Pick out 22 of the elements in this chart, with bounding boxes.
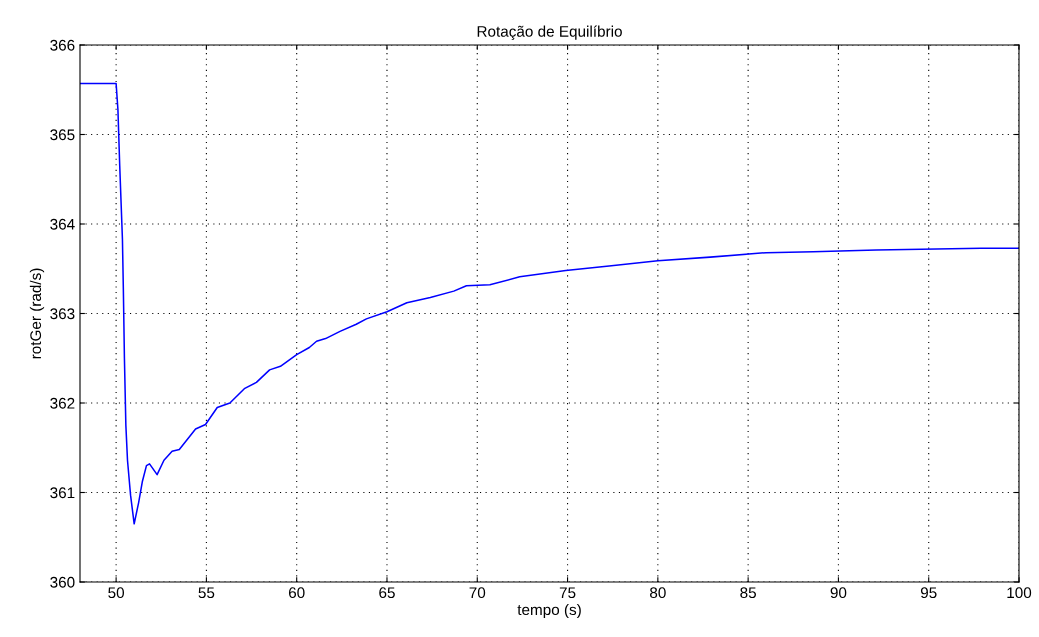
x-axis-title: tempo (s) [517,603,581,619]
x-tick-label: 70 [469,587,486,599]
x-tick-label: 100 [1007,587,1032,599]
x-tick-label: 85 [740,587,756,599]
y-axis-title: rotGer (rad/s) [29,268,45,359]
y-tick-label: 364 [50,218,75,230]
line-series [80,82,1019,525]
y-tick-label: 362 [50,397,75,409]
x-tick-label: 75 [559,587,576,599]
y-tick-label: 365 [50,129,75,141]
x-tick-label: 80 [650,587,666,599]
x-tick-label: 65 [379,587,395,599]
y-tick-label: 363 [50,308,75,320]
x-tick-label: 95 [920,587,937,599]
x-tick-label: 50 [108,587,125,599]
x-tick-label: 90 [830,587,847,599]
x-tick-label: 55 [198,587,215,599]
y-tick-label: 360 [50,576,75,588]
chart-title: Rotação de Equilíbrio [477,25,622,40]
y-tick-label: 361 [50,487,75,499]
x-tick-label: 60 [288,587,305,599]
y-tick-label: 366 [50,39,75,51]
